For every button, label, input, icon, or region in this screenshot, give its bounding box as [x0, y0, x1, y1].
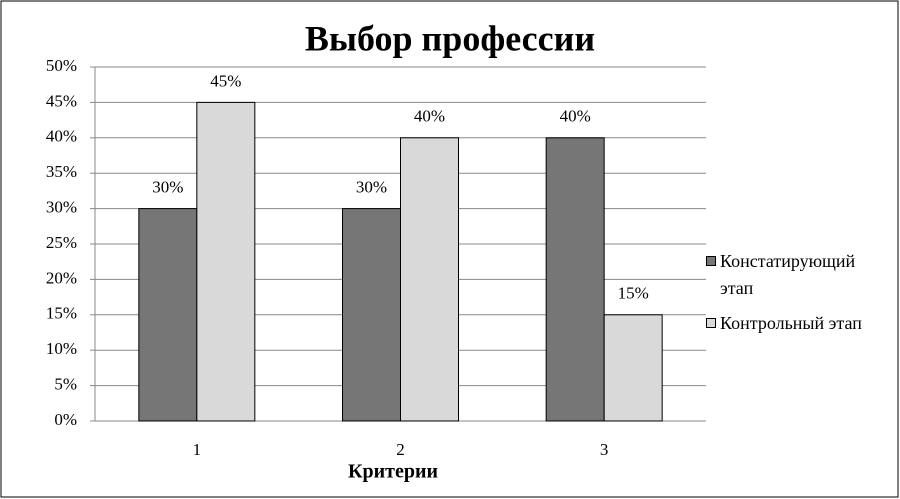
y-tick-label: 10%	[46, 339, 77, 358]
bar	[545, 137, 605, 422]
chart-title: Выбор профессии	[305, 18, 595, 58]
legend: Констатирующий этап Контрольный этап	[706, 248, 886, 345]
bar	[196, 101, 256, 422]
bar	[138, 208, 198, 422]
y-tick-label: 30%	[46, 198, 77, 217]
legend-label: Контрольный этап	[720, 313, 862, 333]
legend-swatch	[706, 256, 716, 266]
x-tick-label: 2	[396, 440, 405, 459]
x-axis-label: Критерии	[348, 461, 438, 483]
x-tick-label: 1	[193, 440, 202, 459]
y-tick-label: 40%	[46, 127, 77, 146]
bar	[603, 314, 663, 422]
data-label: 40%	[414, 107, 445, 126]
data-label: 40%	[560, 107, 591, 126]
legend-label: Констатирующий этап	[720, 251, 856, 298]
data-label: 15%	[618, 284, 649, 303]
legend-item: Контрольный этап	[706, 310, 886, 337]
y-tick-label: 35%	[46, 162, 77, 181]
data-label: 30%	[356, 178, 387, 197]
y-tick-label: 25%	[46, 233, 77, 252]
x-tick-label: 3	[600, 440, 609, 459]
y-tick-label: 0%	[54, 410, 77, 429]
y-tick-label: 15%	[46, 304, 77, 323]
y-tick-label: 20%	[46, 268, 77, 287]
data-label: 45%	[210, 71, 241, 90]
y-tick-label: 45%	[46, 91, 77, 110]
bar	[400, 137, 459, 422]
y-tick-label: 50%	[46, 56, 77, 75]
legend-item: Констатирующий этап	[706, 248, 886, 302]
y-tick-label: 5%	[54, 375, 77, 394]
data-label: 30%	[152, 178, 183, 197]
legend-swatch	[706, 318, 716, 328]
bar	[342, 208, 401, 422]
